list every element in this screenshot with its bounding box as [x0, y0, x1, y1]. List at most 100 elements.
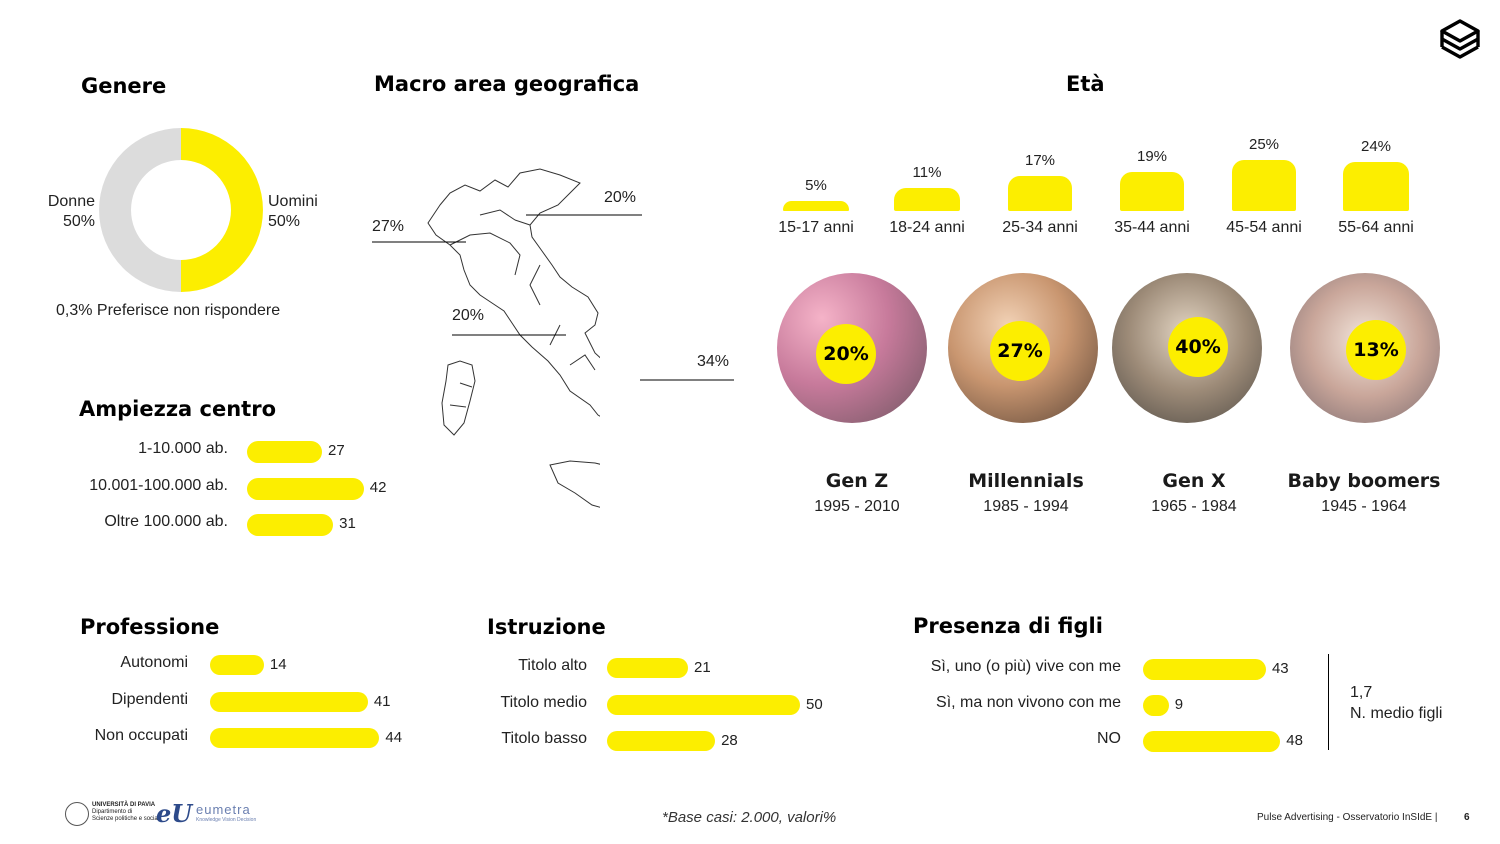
baby-boomers-years: 1945 - 1964 — [1321, 498, 1407, 515]
donut-slice-uomini — [181, 128, 263, 292]
ampiezza-bar — [247, 441, 323, 463]
eumetra-tagline: Knowledge Vision Decision — [196, 817, 257, 823]
professione-label: Dipendenti — [111, 690, 189, 708]
millennials-pct-badge: 27% — [990, 321, 1050, 381]
figli-media-label: N. medio figli — [1350, 705, 1443, 722]
italy-map-icon — [427, 168, 600, 508]
base-note: *Base casi: 2.000, valori% — [662, 809, 837, 826]
istruzione-value: 21 — [694, 659, 711, 676]
uomini-legend: Uomini 50% — [268, 192, 318, 232]
age-value: 24% — [1360, 137, 1392, 155]
map-label-nordest: 20% — [604, 189, 637, 206]
figli-value: 48 — [1286, 732, 1303, 749]
unipv-logo-text: UNIVERSITÀ DI PAVIA Dipartimento di Scie… — [92, 802, 160, 823]
gen-z-years: 1995 - 2010 — [814, 498, 900, 515]
professione-bar — [210, 728, 380, 748]
age-value: 17% — [1024, 152, 1056, 170]
istruzione-value: 50 — [806, 695, 823, 713]
map-label-centro: 20% — [452, 307, 485, 324]
age-label: 45-54 anni — [1226, 219, 1302, 236]
eumetra-name: eumetra — [196, 802, 251, 817]
ampiezza-label: 10.001-100.000 ab. — [89, 476, 228, 494]
figli-label: Sì, ma non vivono con me — [936, 694, 1121, 711]
genere-title: Genere — [81, 74, 167, 98]
age-value: 19% — [1136, 148, 1168, 166]
istruzione-bar — [607, 694, 800, 715]
age-bar — [1232, 159, 1296, 211]
professione-value: 44 — [385, 729, 403, 746]
figli-bar — [1143, 695, 1169, 716]
istruzione-bar — [607, 658, 689, 678]
figli-bar — [1143, 659, 1266, 680]
ampiezza-bar — [247, 514, 334, 536]
professione-value: 14 — [269, 656, 287, 673]
istruzione-label: Titolo medio — [500, 693, 587, 711]
gen-x-years: 1965 - 1984 — [1151, 498, 1237, 515]
gen-x-name: Gen X — [1162, 470, 1226, 492]
age-bar — [1120, 172, 1184, 211]
map-callout-lines — [372, 214, 734, 381]
age-label: 15-17 anni — [778, 219, 854, 236]
ampiezza-title: Ampiezza centro — [79, 397, 276, 421]
ampiezza-value: 31 — [339, 515, 356, 532]
istruzione-value: 28 — [721, 732, 738, 749]
footer-source: Pulse Advertising - Osservatorio InSIdE … — [1257, 812, 1438, 823]
unipv-line2: Dipartimento di — [92, 809, 133, 815]
figli-media-value: 1,7 — [1350, 684, 1373, 701]
professione-bar — [210, 655, 264, 675]
donne-label: Donne — [47, 193, 95, 210]
baby-boomers-pct-badge: 13% — [1346, 320, 1406, 380]
ampiezza-bar — [247, 477, 364, 500]
age-label: 35-44 anni — [1114, 219, 1190, 236]
page-number: 6 — [1464, 812, 1470, 823]
eta-title: Età — [1066, 72, 1105, 96]
figli-label: Sì, uno (o più) vive con me — [930, 658, 1121, 675]
professione-value: 41 — [373, 692, 391, 710]
gen-z-pct-badge: 20% — [816, 324, 876, 384]
istruzione-bar — [607, 731, 716, 751]
age-bar — [783, 200, 849, 211]
brand-logo-icon — [1440, 19, 1480, 59]
donne-legend: Donne 50% — [20, 192, 95, 232]
figli-value: 9 — [1174, 696, 1184, 713]
figli-divider — [1328, 654, 1329, 750]
ampiezza-label: Oltre 100.000 ab. — [104, 513, 228, 530]
unipv-line3: Scienze politiche e sociali — [92, 816, 161, 822]
age-value: 5% — [805, 176, 827, 194]
professione-bar — [210, 691, 368, 712]
genere-note: 0,3% Preferisce non rispondere — [56, 302, 281, 319]
istruzione-label: Titolo basso — [501, 730, 587, 747]
age-value: 11% — [912, 164, 942, 182]
figli-value: 43 — [1271, 660, 1289, 677]
uomini-value: 50% — [268, 213, 301, 230]
professione-label: Non occupati — [94, 727, 188, 744]
professione-title: Professione — [80, 615, 220, 639]
professione-label: Autonomi — [120, 654, 188, 671]
figli-bar — [1143, 731, 1281, 752]
uomini-label: Uomini — [268, 193, 318, 210]
age-value: 25% — [1248, 135, 1280, 153]
gen-z-name: Gen Z — [825, 470, 889, 492]
age-bar — [1008, 176, 1072, 211]
unipv-line1: UNIVERSITÀ DI PAVIA — [92, 802, 156, 808]
gen-x-pct-badge: 40% — [1168, 317, 1228, 377]
unipv-seal-icon — [65, 802, 89, 826]
map-label-sud: 34% — [697, 353, 730, 370]
istruzione-label: Titolo alto — [518, 657, 587, 674]
donne-value: 50% — [62, 213, 95, 230]
macro-area-title: Macro area geografica — [374, 72, 640, 96]
ampiezza-value: 42 — [369, 478, 387, 496]
millennials-name: Millennials — [968, 470, 1084, 492]
baby-boomers-name: Baby boomers — [1287, 470, 1441, 492]
ampiezza-value: 27 — [328, 442, 345, 459]
map-label-nordovest: 27% — [372, 218, 405, 235]
eumetra-mark-icon: eU — [156, 799, 193, 828]
age-bar — [894, 188, 960, 211]
figli-label: NO — [1097, 730, 1121, 747]
millennials-years: 1985 - 1994 — [983, 498, 1069, 515]
age-label: 25-34 anni — [1002, 219, 1078, 236]
ampiezza-label: 1-10.000 ab. — [138, 440, 228, 457]
age-label: 18-24 anni — [889, 219, 965, 236]
figli-title: Presenza di figli — [913, 614, 1103, 638]
donut-slice-donne — [99, 128, 181, 292]
